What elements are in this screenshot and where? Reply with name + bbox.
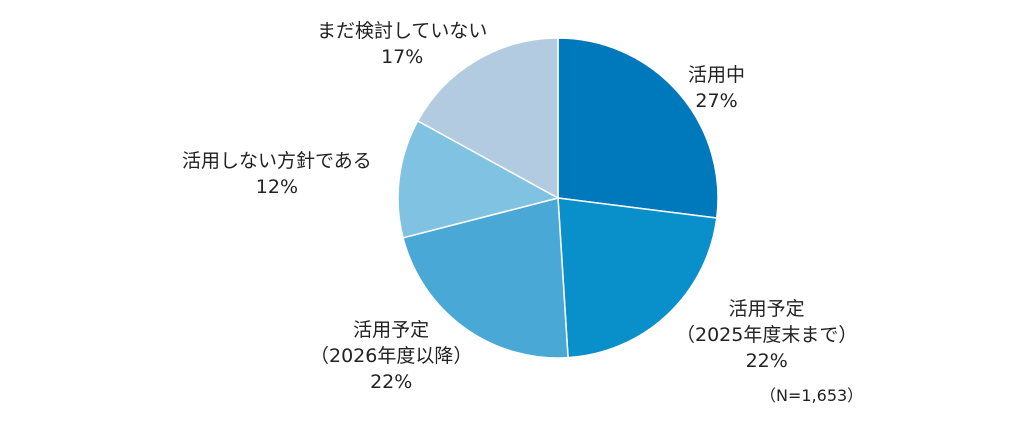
- slice-active: [557, 37, 719, 219]
- slice-not-use: [397, 119, 561, 239]
- slice-label-active-name: 活用中: [688, 64, 746, 86]
- slice-label-active: 活用中 27%: [688, 62, 745, 114]
- slice-label-not-considered-name: まだ検討していない: [317, 20, 488, 42]
- slice-label-active-value: 27%: [695, 90, 738, 112]
- slice-label-not-use-name: 活用しない方針である: [182, 150, 372, 172]
- slice-label-planned-2026-name: 活用予定: [353, 319, 430, 341]
- sample-size-note: （N=1,653）: [760, 386, 864, 405]
- slice-label-planned-2025: 活用予定 （2025年度末まで） 22%: [676, 296, 857, 374]
- slice-planned-2025: [557, 197, 718, 359]
- slice-label-planned-2025-period: （2025年度末まで）: [676, 324, 858, 346]
- slice-not-considered: [416, 37, 559, 200]
- slice-label-planned-2026-period: （2026年度以降）: [310, 345, 473, 367]
- slice-label-planned-2025-name: 活用予定: [728, 298, 805, 320]
- slice-label-planned-2026: 活用予定 （2026年度以降） 22%: [310, 317, 472, 395]
- slice-label-not-considered: まだ検討していない 17%: [317, 18, 487, 70]
- slice-label-not-use-value: 12%: [255, 176, 299, 198]
- slice-label-planned-2025-value: 22%: [745, 350, 788, 372]
- slice-label-not-considered-value: 17%: [381, 46, 424, 68]
- slice-planned-2026: [402, 197, 569, 359]
- slice-label-planned-2026-value: 22%: [370, 371, 413, 393]
- slice-label-not-use: 活用しない方針である 12%: [182, 148, 372, 200]
